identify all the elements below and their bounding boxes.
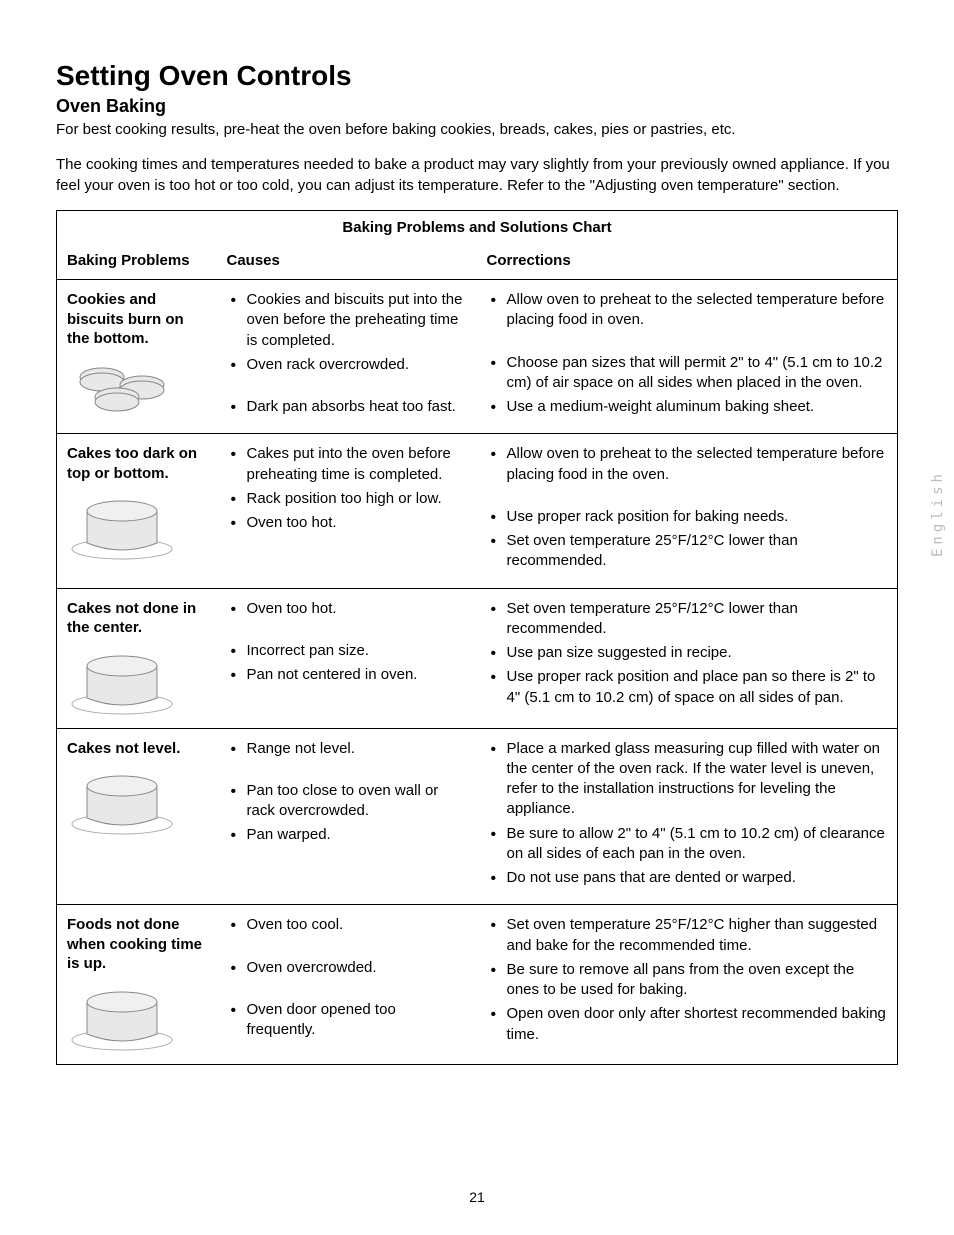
header-problems: Baking Problems	[57, 246, 217, 280]
problem-cell: Cakes not level.	[57, 728, 217, 905]
illustration	[67, 491, 207, 561]
illustration	[67, 646, 207, 716]
correction-item: Be sure to remove all pans from the oven…	[487, 960, 888, 1001]
table-title-row: Baking Problems and Solutions Chart	[57, 211, 898, 247]
table-row: Cakes too dark on top or bottom. Cakes p…	[57, 434, 898, 588]
cause-item: Cakes put into the oven before preheatin…	[227, 444, 467, 485]
cake-icon	[67, 982, 177, 1052]
corrections-cell: Allow oven to preheat to the selected te…	[477, 434, 898, 588]
problem-label: Cakes not level.	[67, 739, 207, 759]
baking-problems-table: Baking Problems and Solutions Chart Baki…	[56, 210, 898, 1065]
cause-item: Oven rack overcrowded.	[227, 355, 467, 375]
cause-item: Pan warped.	[227, 825, 467, 845]
correction-item: Use pan size suggested in recipe.	[487, 643, 888, 663]
corrections-cell: Set oven temperature 25°F/12°C higher th…	[477, 905, 898, 1065]
table-title: Baking Problems and Solutions Chart	[57, 211, 898, 247]
correction-item: Allow oven to preheat to the selected te…	[487, 290, 888, 331]
cause-item: Dark pan absorbs heat too fast.	[227, 397, 467, 417]
problem-cell: Cookies and biscuits burn on the bottom.	[57, 280, 217, 434]
cause-item: Pan too close to oven wall or rack overc…	[227, 781, 467, 822]
header-causes: Causes	[217, 246, 477, 280]
cause-item: Incorrect pan size.	[227, 641, 467, 661]
cause-item: Pan not centered in oven.	[227, 665, 467, 685]
intro-paragraph-1: For best cooking results, pre-heat the o…	[56, 119, 898, 140]
cause-item: Oven door opened too frequently.	[227, 1000, 467, 1041]
causes-cell: Cookies and biscuits put into the oven b…	[217, 280, 477, 434]
cake-icon	[67, 766, 177, 836]
illustration	[67, 982, 207, 1052]
cause-item: Range not level.	[227, 739, 467, 759]
correction-item: Open oven door only after shortest recom…	[487, 1004, 888, 1045]
cause-item: Oven too hot.	[227, 513, 467, 533]
page-number: 21	[0, 1189, 954, 1205]
cake-icon	[67, 646, 177, 716]
correction-item: Set oven temperature 25°F/12°C lower tha…	[487, 531, 888, 572]
table-row: Cakes not done in the center. Oven too h…	[57, 588, 898, 728]
cause-item: Oven too hot.	[227, 599, 467, 619]
table-row: Cookies and biscuits burn on the bottom.…	[57, 280, 898, 434]
problem-label: Cookies and biscuits burn on the bottom.	[67, 290, 207, 349]
causes-cell: Cakes put into the oven before preheatin…	[217, 434, 477, 588]
correction-item: Choose pan sizes that will permit 2" to …	[487, 353, 888, 394]
corrections-cell: Place a marked glass measuring cup fille…	[477, 728, 898, 905]
problem-cell: Cakes not done in the center.	[57, 588, 217, 728]
cause-item: Cookies and biscuits put into the oven b…	[227, 290, 467, 351]
language-side-label: English	[930, 470, 946, 557]
problem-cell: Cakes too dark on top or bottom.	[57, 434, 217, 588]
problem-label: Cakes not done in the center.	[67, 599, 207, 638]
correction-item: Be sure to allow 2" to 4" (5.1 cm to 10.…	[487, 824, 888, 865]
correction-item: Allow oven to preheat to the selected te…	[487, 444, 888, 485]
header-corrections: Corrections	[477, 246, 898, 280]
cake-icon	[67, 491, 177, 561]
problem-label: Cakes too dark on top or bottom.	[67, 444, 207, 483]
correction-item: Use proper rack position for baking need…	[487, 507, 888, 527]
intro-paragraph-2: The cooking times and temperatures neede…	[56, 154, 898, 196]
correction-item: Place a marked glass measuring cup fille…	[487, 739, 888, 820]
page-title: Setting Oven Controls	[56, 60, 898, 92]
correction-item: Set oven temperature 25°F/12°C lower tha…	[487, 599, 888, 640]
table-row: Cakes not level. Range not level. Pan too…	[57, 728, 898, 905]
causes-cell: Oven too hot. Incorrect pan size. Pan not …	[217, 588, 477, 728]
cause-item: Rack position too high or low.	[227, 489, 467, 509]
causes-cell: Oven too cool. Oven overcrowded. Oven door…	[217, 905, 477, 1065]
illustration	[67, 357, 207, 412]
table-header-row: Baking Problems Causes Corrections	[57, 246, 898, 280]
correction-item: Use a medium-weight aluminum baking shee…	[487, 397, 888, 417]
illustration	[67, 766, 207, 836]
problem-cell: Foods not done when cooking time is up.	[57, 905, 217, 1065]
cause-item: Oven overcrowded.	[227, 958, 467, 978]
correction-item: Set oven temperature 25°F/12°C higher th…	[487, 915, 888, 956]
correction-item: Do not use pans that are dented or warpe…	[487, 868, 888, 888]
corrections-cell: Set oven temperature 25°F/12°C lower tha…	[477, 588, 898, 728]
causes-cell: Range not level. Pan too close to oven wa…	[217, 728, 477, 905]
section-subtitle: Oven Baking	[56, 96, 898, 117]
cause-item: Oven too cool.	[227, 915, 467, 935]
table-row: Foods not done when cooking time is up. …	[57, 905, 898, 1065]
problem-label: Foods not done when cooking time is up.	[67, 915, 207, 974]
cookies-icon	[67, 357, 187, 412]
corrections-cell: Allow oven to preheat to the selected te…	[477, 280, 898, 434]
correction-item: Use proper rack position and place pan s…	[487, 667, 888, 708]
